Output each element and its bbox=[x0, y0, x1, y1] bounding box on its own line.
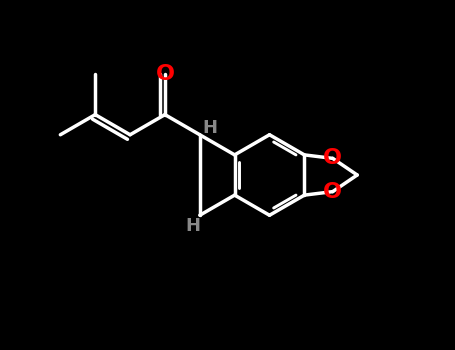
Text: O: O bbox=[156, 64, 174, 84]
Text: H: H bbox=[185, 217, 200, 235]
Text: O: O bbox=[323, 182, 342, 202]
Text: H: H bbox=[203, 119, 218, 137]
Text: O: O bbox=[323, 148, 342, 168]
